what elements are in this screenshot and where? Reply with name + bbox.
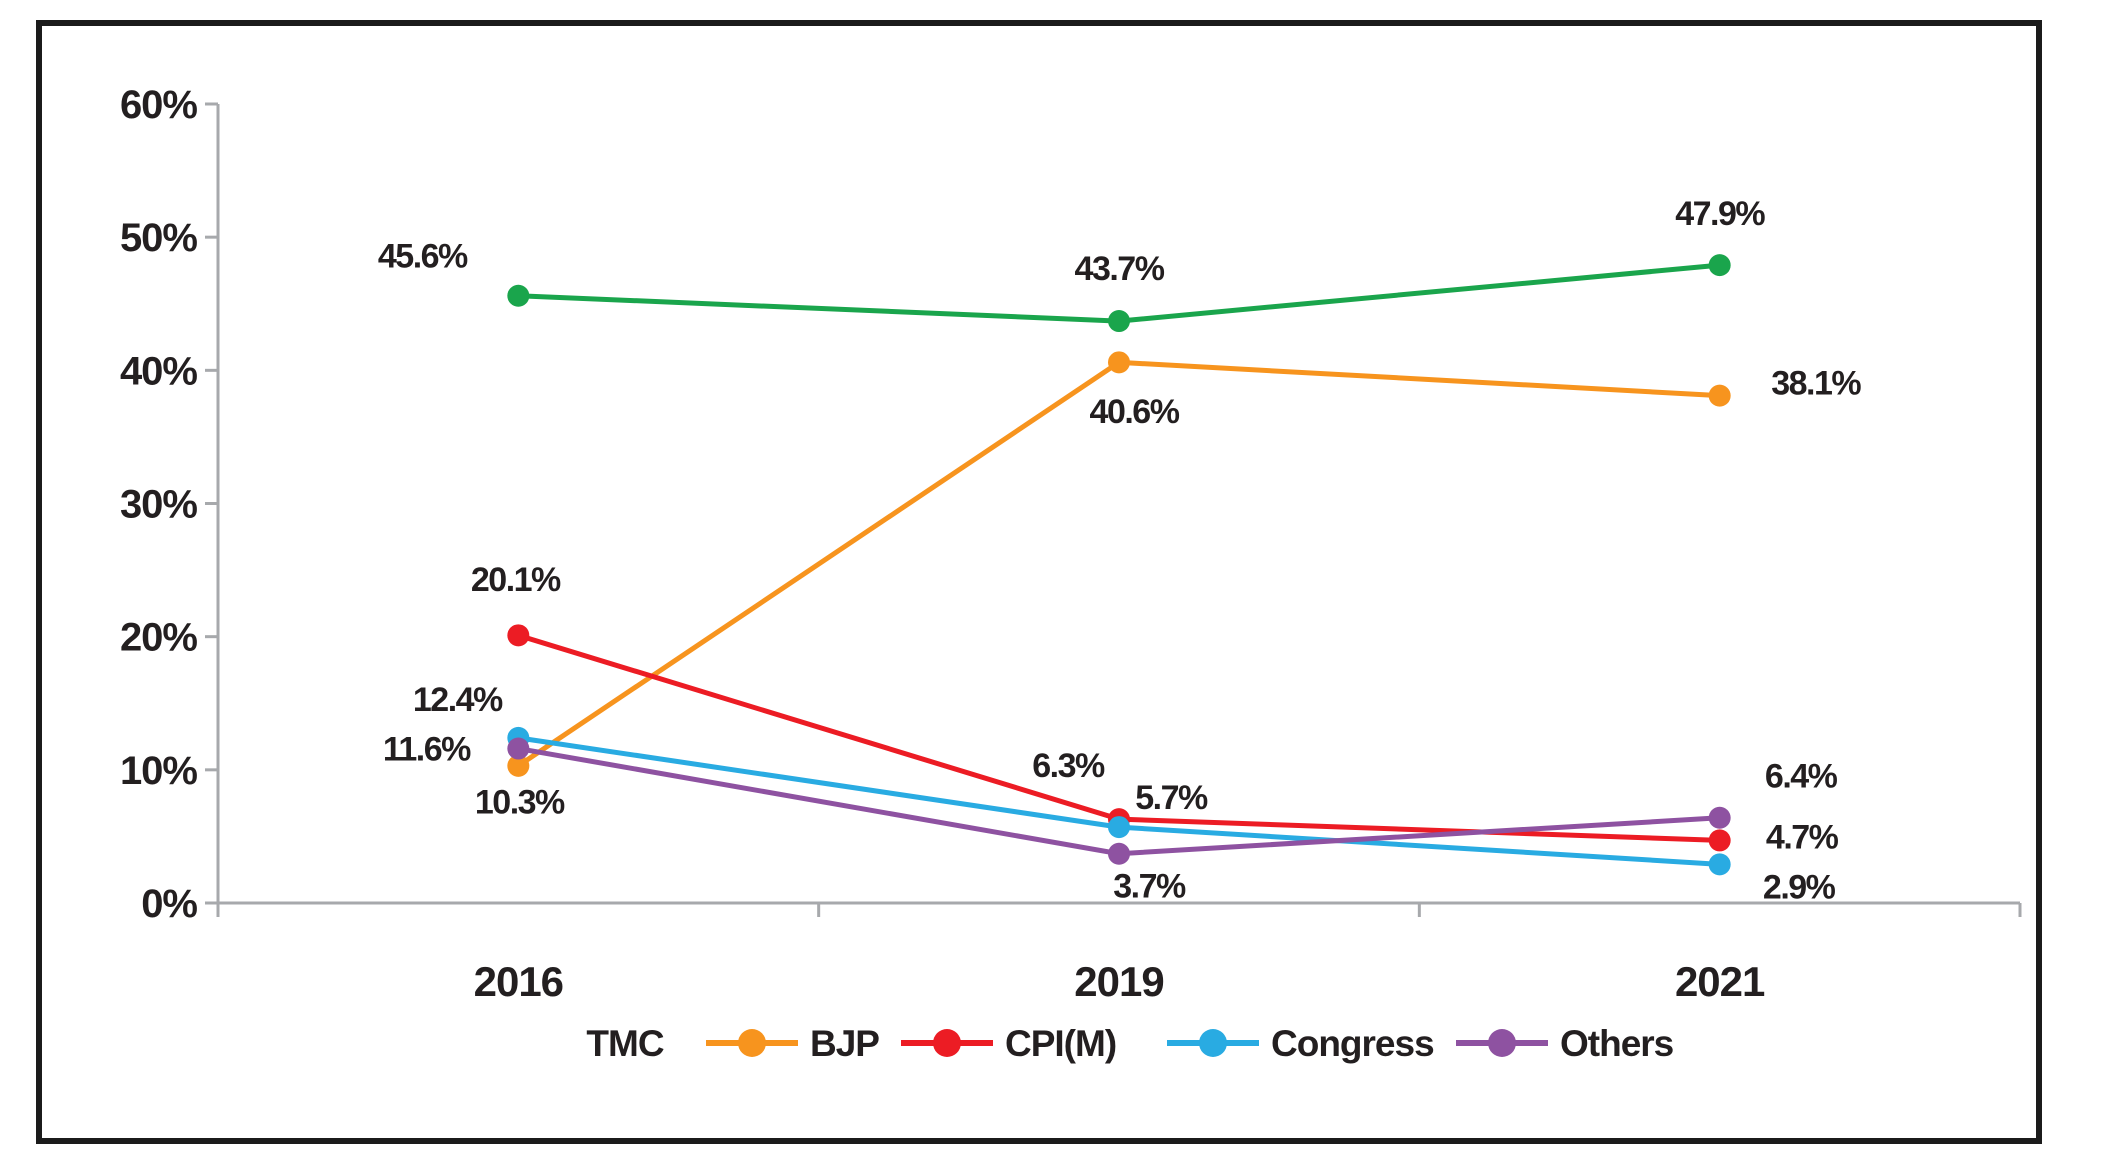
data-label-tmc-2021: 47.9% <box>1675 195 1765 233</box>
data-label-congress-2021: 2.9% <box>1763 868 1836 906</box>
y-axis-tick-label: 40% <box>120 349 197 393</box>
legend-label-bjp: BJP <box>810 1023 879 1064</box>
data-label-others-2021: 6.4% <box>1765 758 1838 796</box>
data-point-others-2021 <box>1708 806 1731 829</box>
y-axis-tick-label: 50% <box>120 216 197 260</box>
legend-marker-dot-bjp <box>738 1029 766 1057</box>
data-label-bjp-2021: 38.1% <box>1771 365 1861 403</box>
data-point-others-2019 <box>1108 842 1130 865</box>
legend-marker-dot-congress <box>1199 1029 1227 1057</box>
y-axis-tick-label: 60% <box>120 83 197 127</box>
data-point-bjp-2021 <box>1708 384 1731 407</box>
data-label-others-2016: 11.6% <box>383 730 471 768</box>
data-point-bjp-2016 <box>507 754 530 777</box>
y-axis-tick-label: 30% <box>120 483 197 527</box>
data-point-cpi-m-2016 <box>507 624 530 647</box>
y-axis-tick-label: 0% <box>141 882 197 926</box>
data-label-tmc-2019: 43.7% <box>1075 250 1165 288</box>
legend-label-tmc: TMC <box>586 1023 663 1064</box>
chart-border-frame <box>36 20 2042 1144</box>
data-point-congress-2019 <box>1108 816 1130 839</box>
data-point-cpi-m-2021 <box>1708 829 1731 852</box>
data-label-cpi-m-2016: 20.1% <box>471 561 561 599</box>
data-point-tmc-2019 <box>1108 310 1130 333</box>
data-label-tmc-2016: 45.6% <box>378 238 468 276</box>
data-point-congress-2021 <box>1708 853 1731 876</box>
data-label-cpi-m-2019: 6.3% <box>1032 747 1105 785</box>
data-label-cpi-m-2021: 4.7% <box>1766 818 1839 856</box>
data-point-bjp-2019 <box>1108 351 1130 374</box>
x-axis-category-label: 2016 <box>474 958 563 1005</box>
y-axis-tick-label: 10% <box>120 749 197 793</box>
data-label-others-2019: 3.7% <box>1113 868 1186 906</box>
legend-label-others: Others <box>1560 1023 1674 1064</box>
data-point-tmc-2016 <box>507 284 530 307</box>
y-axis-tick-label: 20% <box>120 616 197 660</box>
legend-marker-dot-cpi-m- <box>933 1029 961 1057</box>
data-label-bjp-2019: 40.6% <box>1090 393 1180 431</box>
data-point-tmc-2021 <box>1708 254 1731 277</box>
data-label-congress-2016: 12.4% <box>413 681 503 719</box>
x-axis-category-label: 2019 <box>1074 958 1163 1005</box>
legend-marker-dot-others <box>1488 1029 1516 1057</box>
data-label-congress-2019: 5.7% <box>1135 779 1208 817</box>
legend-label-cpi-m-: CPI(M) <box>1005 1023 1116 1064</box>
x-axis-category-label: 2021 <box>1675 958 1765 1005</box>
legend-label-congress: Congress <box>1271 1023 1434 1064</box>
data-label-bjp-2016: 10.3% <box>475 784 565 822</box>
data-point-others-2016 <box>507 737 530 760</box>
